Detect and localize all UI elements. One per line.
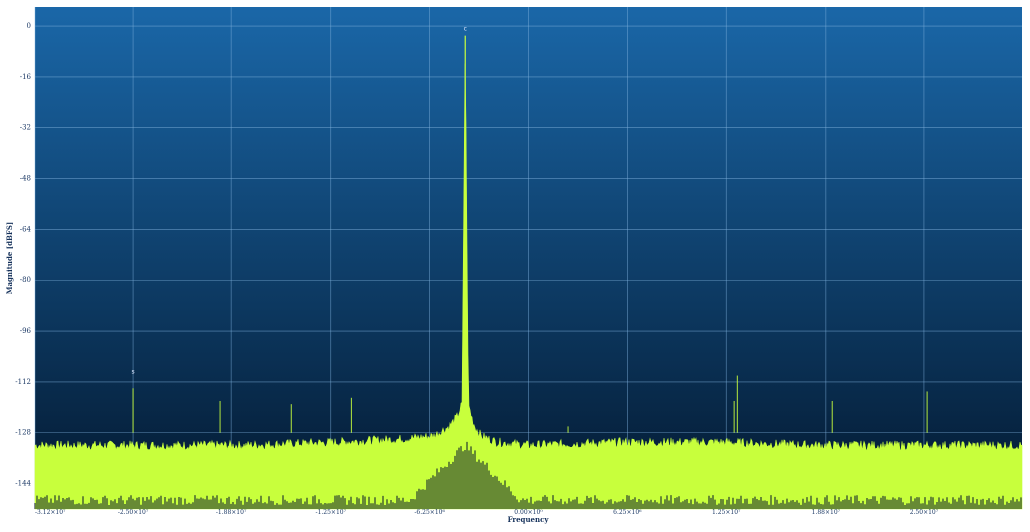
y-tick-label: -96 <box>20 327 32 335</box>
marker-label-s: s <box>131 369 134 376</box>
markers: cs <box>131 25 466 375</box>
noise-dips <box>34 441 1022 509</box>
x-tick-label: 0.00×10⁰ <box>514 509 543 516</box>
x-tick-label: -3.12×10⁷ <box>35 509 66 516</box>
x-tick-labels: -3.12×10⁷ -2.50×10⁷ -1.88×10⁷ -1.25×10⁷ -6.2… <box>35 509 939 516</box>
y-tick-label: -128 <box>15 429 31 437</box>
x-tick-label: -1.25×10⁷ <box>316 509 347 516</box>
x-tick-label: -6.25×10⁶ <box>414 509 445 516</box>
y-tick-label: -144 <box>15 480 31 488</box>
spectrum-trace <box>34 35 1023 510</box>
y-tick-label: -32 <box>20 124 31 132</box>
x-tick-label: -1.88×10⁷ <box>216 509 247 516</box>
x-tick-label: -2.50×10⁷ <box>118 509 149 516</box>
marker-label-c: c <box>464 25 467 32</box>
y-tick-label: -16 <box>20 73 32 81</box>
x-tick-label: 2.50×10⁷ <box>910 509 939 516</box>
y-axis-title: Magnitude [dBFS] <box>5 222 14 295</box>
noise-band <box>34 63 1023 510</box>
x-tick-label: 1.88×10⁷ <box>812 509 841 516</box>
y-tick-label: 0 <box>27 22 31 30</box>
y-tick-labels: 0 -16 -32 -48 -64 -80 -96 -112 -128 -144 <box>15 22 31 488</box>
y-tick-label: -112 <box>15 378 31 386</box>
x-tick-label: 6.25×10⁶ <box>613 509 642 516</box>
x-axis-title: Frequency <box>508 515 550 524</box>
y-tick-label: -64 <box>20 225 32 233</box>
y-tick-label: -80 <box>20 276 31 284</box>
x-tick-label: 1.25×10⁷ <box>712 509 741 516</box>
y-tick-label: -48 <box>20 175 31 183</box>
